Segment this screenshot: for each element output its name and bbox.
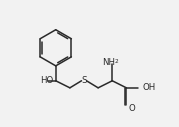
Text: OH: OH bbox=[142, 83, 156, 92]
Text: NH: NH bbox=[102, 58, 115, 67]
Text: HO: HO bbox=[40, 76, 53, 85]
Text: S: S bbox=[81, 76, 87, 85]
Text: 2: 2 bbox=[114, 59, 118, 64]
Text: O: O bbox=[129, 104, 135, 113]
